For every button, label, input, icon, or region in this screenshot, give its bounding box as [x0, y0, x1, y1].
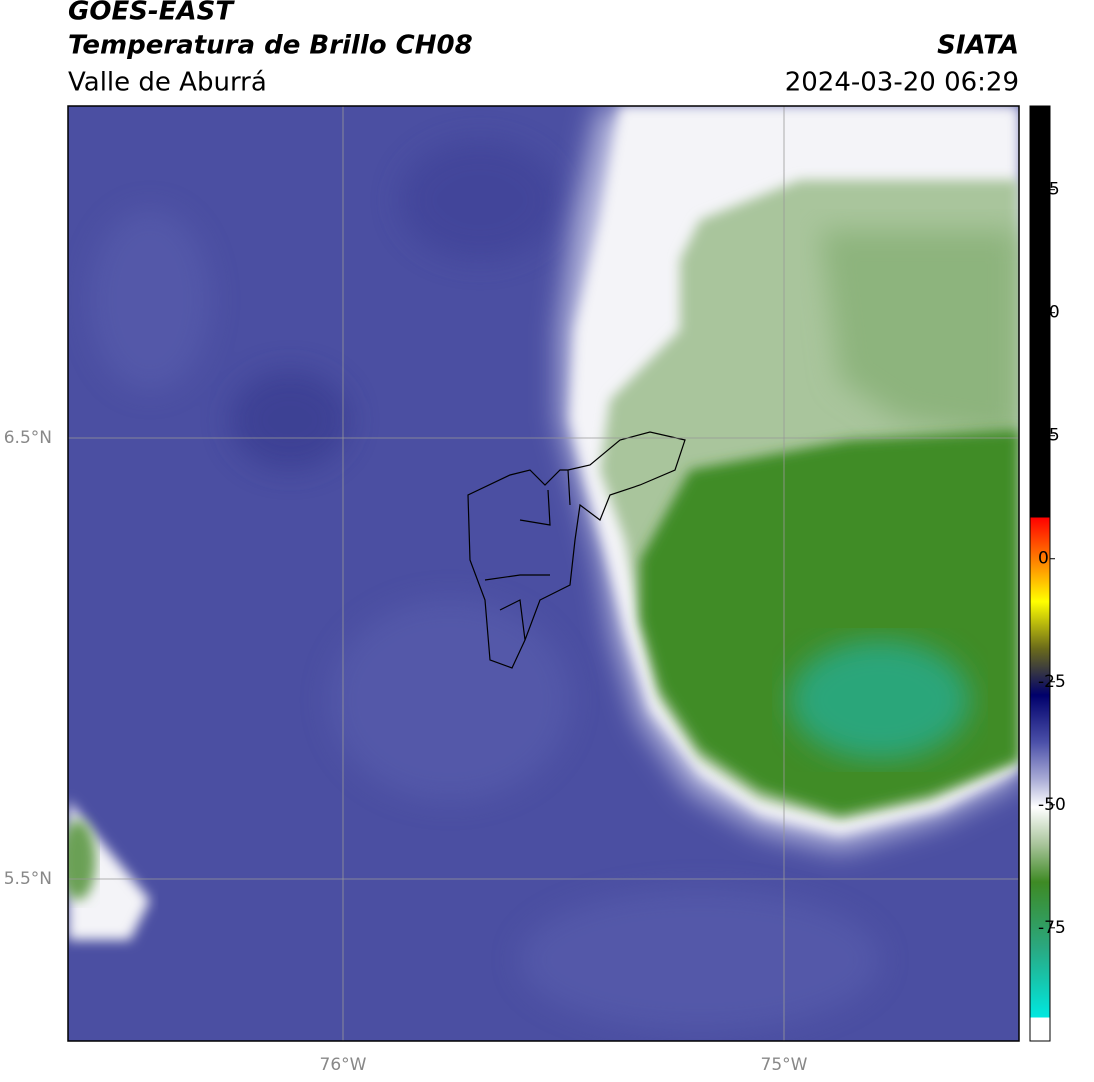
- colorbar-tick-label: 75: [1038, 180, 1060, 200]
- subtitle: Temperatura de Brillo CH08: [68, 31, 473, 61]
- satellite-map: [68, 106, 1019, 1041]
- lon-label: 76°W: [320, 1055, 367, 1075]
- colorbar-tick-label: 0: [1038, 549, 1049, 569]
- colorbar-tick-label: -50: [1038, 795, 1066, 815]
- colorbar-tick-label: 50: [1038, 303, 1060, 323]
- colorbar-tick-label: -75: [1038, 918, 1066, 938]
- title: GOES-EAST: [68, 0, 235, 27]
- datetime: 2024-03-20 06:29: [785, 68, 1019, 98]
- lat-label: 6.5°N: [4, 428, 52, 448]
- lat-label: 5.5°N: [4, 869, 52, 889]
- colorbar-tick-label: 25: [1038, 426, 1060, 446]
- colorbar-ticks: 75 50 25 0 -25 -50 -75: [1038, 180, 1066, 938]
- map-frame: [67, 105, 1020, 1042]
- source: SIATA: [937, 31, 1019, 61]
- lon-label: 75°W: [761, 1055, 808, 1075]
- colorbar: [1029, 105, 1051, 1042]
- region: Valle de Aburrá: [68, 68, 267, 98]
- colorbar-tick-label: -25: [1038, 672, 1066, 692]
